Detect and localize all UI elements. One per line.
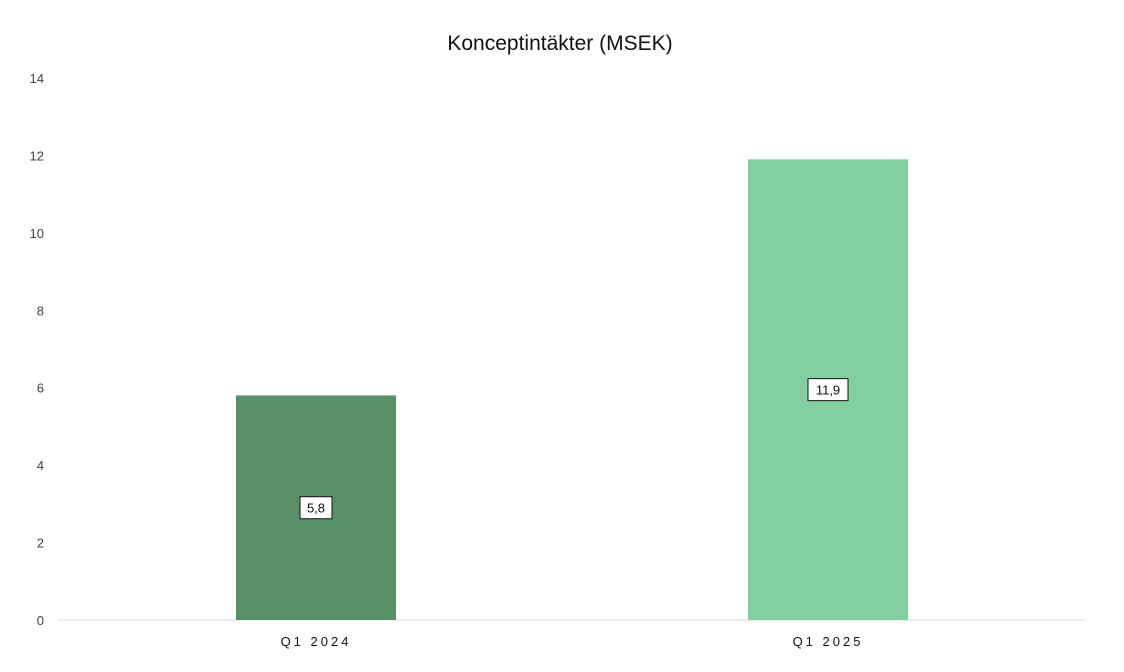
data-label-box (807, 378, 849, 402)
data-label-text: 5,8 (307, 501, 325, 516)
data-labels-group: 5,8 11,9 (299, 378, 849, 520)
data-label-text: 11,9 (816, 383, 840, 398)
y-tick-label: 2 (37, 536, 44, 551)
x-tick-label: Q1 2024 (281, 634, 352, 649)
data-label: 11,9 (807, 378, 849, 402)
y-tick-label: 0 (37, 613, 44, 628)
chart-title: Konceptintäkter (MSEK) (447, 32, 672, 55)
y-tick-label: 8 (37, 303, 44, 318)
y-tick-label: 10 (30, 226, 44, 241)
data-label-box (299, 496, 333, 520)
y-tick-label: 6 (37, 381, 44, 396)
data-label: 5,8 (299, 496, 333, 520)
x-axis: Q1 2024 Q1 2025 (281, 634, 864, 649)
y-tick-label: 12 (30, 148, 44, 163)
x-tick-label: Q1 2025 (793, 634, 864, 649)
bars-group (236, 159, 908, 621)
y-tick-label: 14 (30, 71, 44, 86)
y-tick-label: 4 (37, 458, 44, 473)
y-axis: 0 2 4 6 8 10 12 14 (30, 71, 44, 628)
